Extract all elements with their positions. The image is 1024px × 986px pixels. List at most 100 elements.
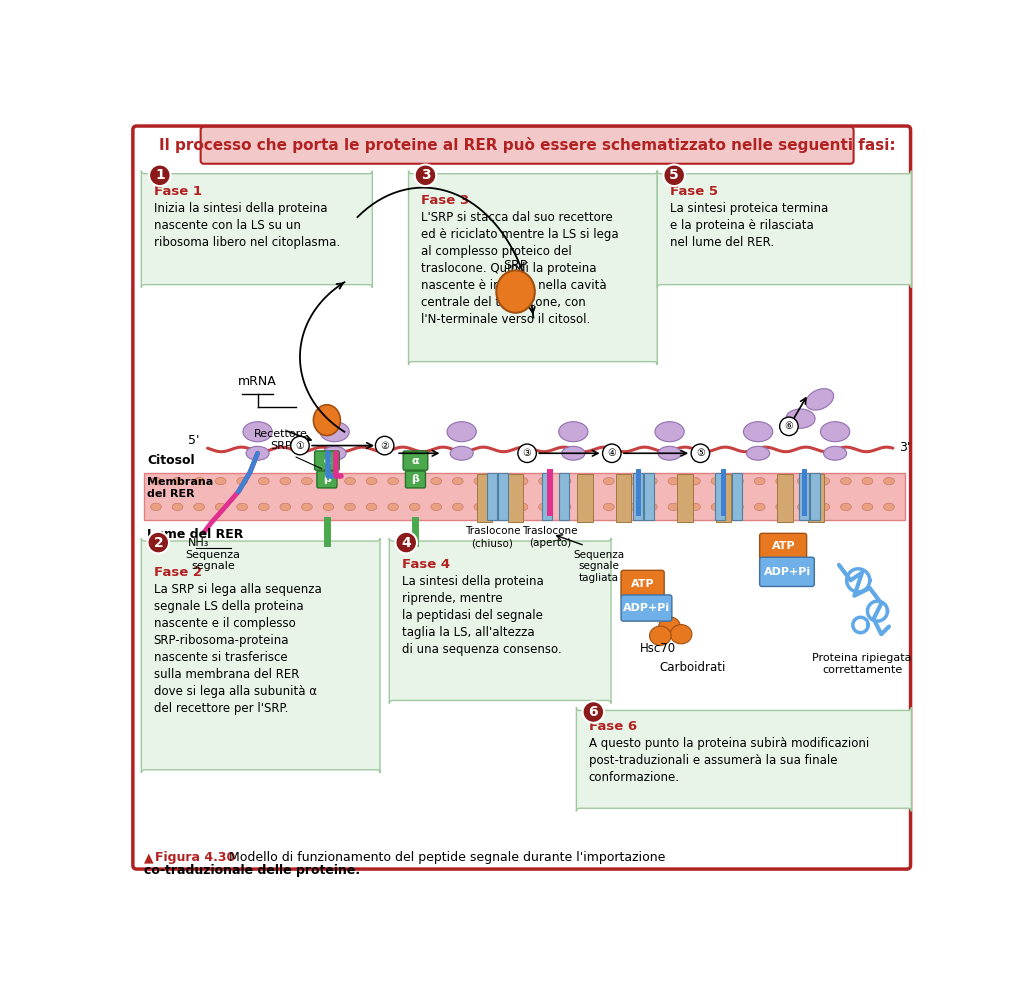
Text: NH₃: NH₃ <box>187 538 209 548</box>
Ellipse shape <box>884 477 894 485</box>
Bar <box>559 472 568 521</box>
Bar <box>732 472 742 521</box>
Bar <box>644 472 654 521</box>
FancyBboxPatch shape <box>141 171 373 288</box>
Text: Traslocone
(chiuso): Traslocone (chiuso) <box>465 527 520 548</box>
Ellipse shape <box>517 503 528 511</box>
Ellipse shape <box>243 422 272 442</box>
Ellipse shape <box>388 477 398 485</box>
Ellipse shape <box>194 503 205 511</box>
FancyBboxPatch shape <box>621 595 672 621</box>
Ellipse shape <box>625 477 636 485</box>
Ellipse shape <box>388 503 398 511</box>
Bar <box>715 472 725 521</box>
Ellipse shape <box>562 447 585 460</box>
Ellipse shape <box>646 503 657 511</box>
Text: Hsc70: Hsc70 <box>640 642 676 655</box>
Ellipse shape <box>689 503 700 511</box>
Ellipse shape <box>172 503 183 511</box>
Circle shape <box>602 444 621 462</box>
Text: Fase 2: Fase 2 <box>154 566 202 579</box>
Ellipse shape <box>194 477 205 485</box>
Text: 6: 6 <box>589 705 598 719</box>
Bar <box>677 474 692 522</box>
Bar <box>615 474 631 522</box>
Text: Il processo che porta le proteine al RER può essere schematizzato nelle seguenti: Il processo che porta le proteine al RER… <box>159 137 895 153</box>
Bar <box>144 472 905 521</box>
Circle shape <box>664 165 685 186</box>
Ellipse shape <box>798 503 808 511</box>
Text: ⑤: ⑤ <box>696 449 705 458</box>
Text: La SRP si lega alla sequenza
segnale LS della proteina
nascente e il complesso
S: La SRP si lega alla sequenza segnale LS … <box>154 583 322 715</box>
Bar <box>634 472 643 521</box>
Ellipse shape <box>806 388 834 410</box>
Text: Fase 3: Fase 3 <box>421 194 469 207</box>
Text: Recettore
SRP: Recettore SRP <box>254 429 307 451</box>
FancyBboxPatch shape <box>314 451 339 470</box>
Text: 3: 3 <box>421 169 430 182</box>
Text: α: α <box>324 456 331 466</box>
Ellipse shape <box>733 477 743 485</box>
Bar <box>498 472 508 521</box>
Ellipse shape <box>560 477 571 485</box>
Ellipse shape <box>776 503 786 511</box>
Text: Traslocone
(aperto): Traslocone (aperto) <box>522 527 578 548</box>
Text: Sequenza
segnale: Sequenza segnale <box>185 549 241 571</box>
FancyBboxPatch shape <box>389 538 611 704</box>
Ellipse shape <box>671 624 692 644</box>
Ellipse shape <box>582 477 593 485</box>
Ellipse shape <box>410 503 420 511</box>
Ellipse shape <box>743 422 773 442</box>
Text: ③: ③ <box>522 449 531 458</box>
Ellipse shape <box>410 477 420 485</box>
FancyBboxPatch shape <box>577 707 911 811</box>
Text: 2: 2 <box>154 535 163 549</box>
Text: Modello di funzionamento del peptide segnale durante l'importazione: Modello di funzionamento del peptide seg… <box>221 851 666 864</box>
Ellipse shape <box>497 270 535 313</box>
Circle shape <box>147 531 169 553</box>
Ellipse shape <box>453 503 463 511</box>
Ellipse shape <box>823 447 847 460</box>
Text: Lume del RER: Lume del RER <box>147 528 244 540</box>
Ellipse shape <box>841 503 851 511</box>
Ellipse shape <box>625 503 636 511</box>
Text: 1: 1 <box>155 169 165 182</box>
Bar <box>578 474 593 522</box>
FancyBboxPatch shape <box>760 557 814 587</box>
Ellipse shape <box>711 503 722 511</box>
Text: Fase 5: Fase 5 <box>670 184 718 198</box>
Text: 5': 5' <box>188 434 200 447</box>
Text: β: β <box>323 474 331 484</box>
Ellipse shape <box>172 477 183 485</box>
Ellipse shape <box>785 409 815 428</box>
Ellipse shape <box>496 503 506 511</box>
Ellipse shape <box>603 477 614 485</box>
FancyBboxPatch shape <box>201 127 854 164</box>
Ellipse shape <box>301 477 312 485</box>
Ellipse shape <box>367 503 377 511</box>
Ellipse shape <box>345 477 355 485</box>
Circle shape <box>291 437 309 455</box>
Text: Carboidrati: Carboidrati <box>659 662 726 674</box>
FancyBboxPatch shape <box>141 538 380 773</box>
Ellipse shape <box>539 503 550 511</box>
Bar <box>721 468 726 517</box>
Ellipse shape <box>559 422 588 442</box>
Text: β: β <box>412 474 420 484</box>
FancyBboxPatch shape <box>133 126 910 869</box>
Ellipse shape <box>280 477 291 485</box>
Ellipse shape <box>582 503 593 511</box>
Ellipse shape <box>820 422 850 442</box>
Ellipse shape <box>323 503 334 511</box>
Text: co-traduzionale delle proteine.: co-traduzionale delle proteine. <box>144 864 360 878</box>
Circle shape <box>395 531 417 553</box>
Ellipse shape <box>313 405 340 436</box>
Text: ①: ① <box>296 441 304 451</box>
Ellipse shape <box>646 477 657 485</box>
Ellipse shape <box>658 447 681 460</box>
Ellipse shape <box>539 477 550 485</box>
Ellipse shape <box>655 422 684 442</box>
Text: Proteina ripiegata
correttamente: Proteina ripiegata correttamente <box>812 654 911 675</box>
Circle shape <box>583 701 604 723</box>
FancyBboxPatch shape <box>316 471 337 488</box>
